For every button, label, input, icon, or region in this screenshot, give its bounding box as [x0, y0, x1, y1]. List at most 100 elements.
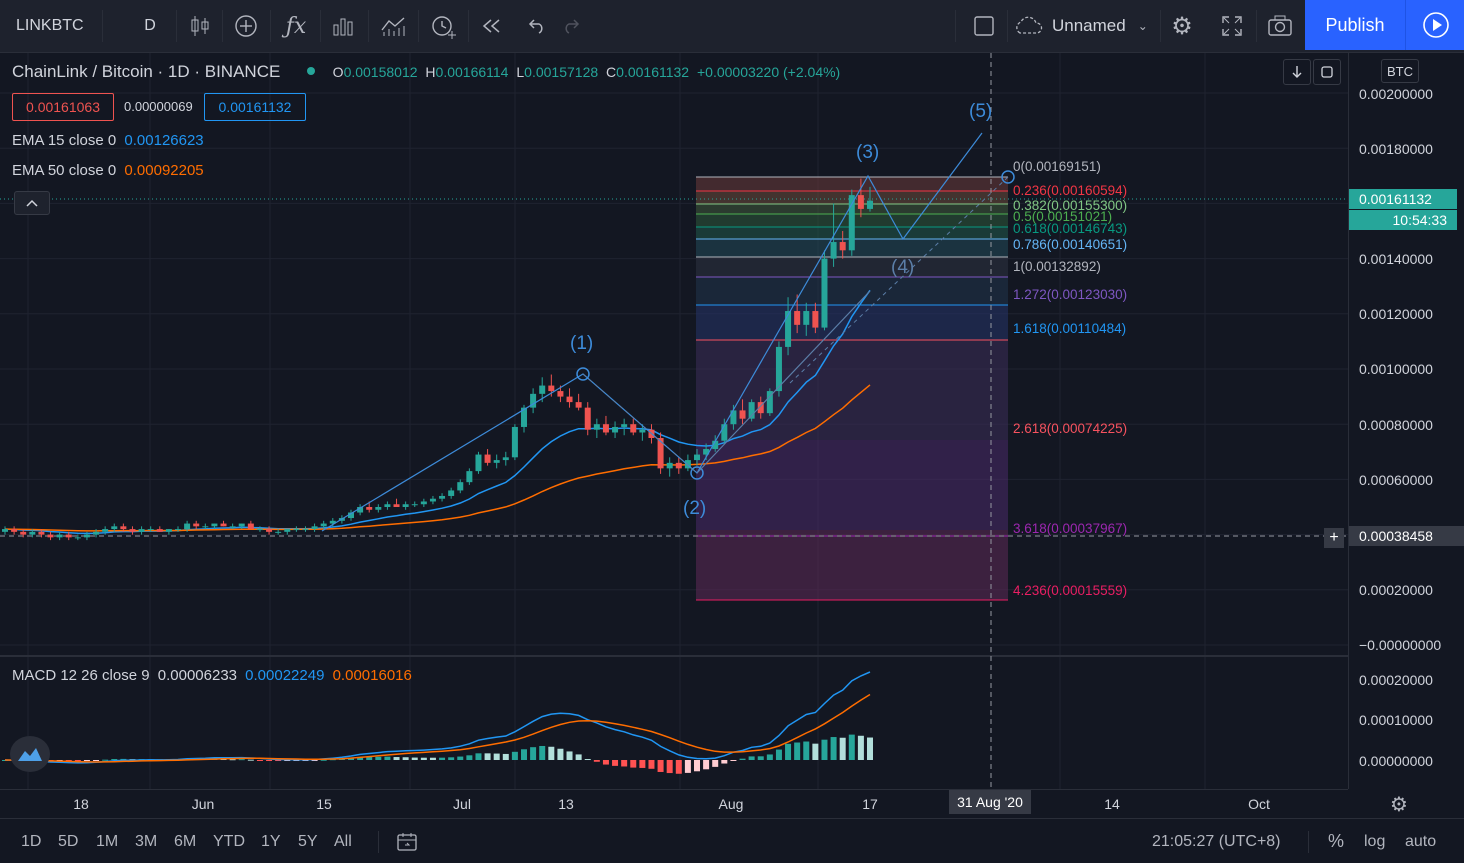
macd-legend[interactable]: MACD 12 26 close 9 0.00006233 0.00022249… — [12, 667, 412, 684]
range-1m-button[interactable]: 1M — [96, 833, 119, 850]
macd-histogram-bar — [484, 753, 491, 760]
macd-histogram-bar — [602, 760, 609, 765]
candle-body — [348, 512, 354, 519]
range-1d-button[interactable]: 1D — [21, 833, 42, 850]
fullscreen-expand-icon[interactable] — [1212, 0, 1252, 52]
redo-icon[interactable] — [554, 0, 590, 52]
chart-area[interactable]: ChainLink / Bitcoin · 1D · BINANCE O0.00… — [0, 53, 1348, 789]
macd-signal-line — [4, 693, 871, 763]
buy-price-box[interactable]: 0.00161132 — [204, 93, 306, 121]
macd-histogram-bar — [439, 757, 446, 760]
settings-gear-icon[interactable]: ⚙ — [1171, 12, 1193, 40]
wave-label-2[interactable]: (2) — [683, 498, 707, 519]
candle-body — [184, 523, 191, 530]
range-1y-button[interactable]: 1Y — [261, 833, 281, 850]
price-tick: 0.00020000 — [1359, 582, 1433, 598]
macd-histogram-bar — [502, 753, 509, 760]
range-5y-button[interactable]: 5Y — [298, 833, 318, 850]
publish-button[interactable]: Publish — [1305, 0, 1405, 50]
time-axis[interactable]: 18 Jun 15 Jul 13 Aug 17 14 Oct 31 Aug '2… — [0, 789, 1408, 818]
snapshot-camera-icon[interactable] — [1260, 0, 1300, 52]
axis-settings-gear-icon[interactable]: ⚙ — [1390, 794, 1408, 816]
price-tick: 0.00200000 — [1359, 86, 1433, 102]
candle-body — [120, 526, 127, 530]
currency-button[interactable]: BTC — [1381, 59, 1419, 83]
candle-body — [684, 460, 691, 469]
macd-histogram-bar — [630, 760, 637, 768]
replay-rewind-icon[interactable] — [472, 0, 512, 52]
high-label: H — [425, 64, 436, 80]
ema15-legend[interactable]: EMA 15 close 0 0.00126623 — [12, 132, 204, 149]
templates-icon[interactable] — [324, 0, 364, 52]
fib-level-label: 0.382(0.00155300) — [1013, 198, 1128, 213]
macd-histogram-bar — [457, 756, 464, 760]
play-icon[interactable] — [1405, 0, 1464, 50]
symbol-search-button[interactable]: LINKBTC — [0, 0, 102, 52]
open-value: 0.00158012 — [343, 64, 418, 80]
trend-channel-line — [696, 290, 871, 474]
macd-histogram-bar — [694, 760, 700, 772]
wave-label-1[interactable]: (1) — [570, 333, 594, 354]
chart-properties-icon[interactable] — [372, 0, 416, 52]
collapse-legend-button[interactable] — [14, 191, 50, 215]
low-value: 0.00157128 — [524, 64, 599, 80]
price-tick: 0.00180000 — [1359, 141, 1433, 157]
macd-histogram-bar — [83, 760, 90, 761]
range-ytd-button[interactable]: YTD — [213, 833, 245, 850]
alert-clock-icon[interactable] — [422, 0, 466, 52]
candle-body — [675, 462, 682, 469]
macd-histogram-bar — [684, 760, 691, 773]
arrow-down-icon[interactable] — [1283, 59, 1311, 85]
macd-histogram-bar — [284, 760, 291, 761]
indicators-fx-icon[interactable]: ƒx — [285, 13, 307, 39]
wave-label-4[interactable]: (4) — [891, 257, 915, 278]
layout-name-button[interactable]: Unnamed ⌄ — [1012, 0, 1162, 52]
wave-label-3[interactable]: (3) — [856, 142, 880, 163]
fib-zone — [696, 530, 1008, 600]
fullscreen-square-icon[interactable] — [966, 0, 1002, 52]
sell-price-box[interactable]: 0.00161063 — [12, 93, 114, 121]
macd-histogram-bar — [238, 759, 245, 761]
clock-timezone-button[interactable]: 21:05:27 (UTC+8) — [1152, 833, 1281, 850]
range-all-button[interactable]: All — [334, 833, 352, 850]
tradingview-logo-icon[interactable] — [10, 736, 50, 772]
macd-histogram-bar — [639, 760, 646, 768]
log-scale-button[interactable]: log — [1364, 833, 1386, 850]
range-6m-button[interactable]: 6M — [174, 833, 197, 850]
candle-body — [484, 454, 491, 463]
candle-body — [821, 258, 828, 328]
fib-level-label: 1.272(0.00123030) — [1013, 287, 1128, 302]
candle-body — [557, 391, 564, 397]
date-range-calendar-icon[interactable] — [396, 832, 418, 857]
candle-style-icon[interactable] — [180, 0, 220, 52]
candle-body — [320, 523, 327, 527]
candle-body — [812, 311, 819, 328]
price-axis[interactable]: BTC 0.00200000 0.00180000 0.00140000 0.0… — [1348, 53, 1464, 789]
auto-scale-button[interactable]: auto — [1405, 833, 1437, 850]
price-tick: 0.00140000 — [1359, 251, 1433, 267]
macd-histogram-bar — [120, 758, 127, 760]
ema50-legend[interactable]: EMA 50 close 0 0.00092205 — [12, 162, 204, 179]
macd-histogram-bar — [648, 760, 655, 769]
candle-body — [229, 526, 236, 528]
symbol-label: LINKBTC — [16, 17, 84, 34]
interval-button[interactable]: D — [125, 0, 175, 52]
add-price-alert-plus-icon[interactable]: + — [1324, 528, 1344, 548]
macd-histogram-bar — [539, 745, 546, 760]
fib-level-label: 0.786(0.00140651) — [1013, 237, 1128, 252]
publish-label: Publish — [1325, 14, 1385, 35]
range-5d-button[interactable]: 5D — [58, 833, 79, 850]
candle-body — [357, 507, 364, 513]
maximize-pane-icon[interactable] — [1313, 59, 1341, 85]
macd-histogram-bar — [867, 737, 873, 760]
macd-histogram-bar — [348, 757, 354, 760]
macd-histogram-bar — [93, 760, 100, 761]
undo-icon[interactable] — [518, 0, 554, 52]
macd-histogram-bar — [666, 760, 673, 774]
percent-scale-button[interactable]: % — [1328, 831, 1345, 851]
price-chart[interactable] — [0, 53, 1348, 789]
compare-add-icon[interactable] — [226, 0, 266, 52]
ema15-label: EMA 15 close 0 — [12, 132, 117, 149]
range-3m-button[interactable]: 3M — [135, 833, 158, 850]
wave-label-5[interactable]: (5) — [969, 101, 993, 122]
